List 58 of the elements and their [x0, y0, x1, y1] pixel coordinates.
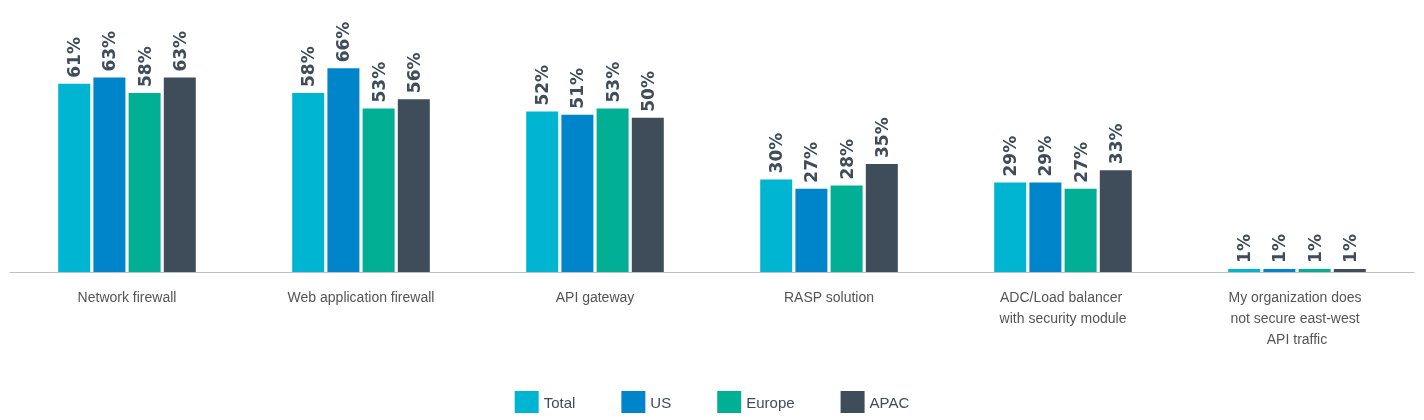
bar [397, 99, 430, 272]
data-label: 66% [333, 21, 354, 63]
bar [561, 114, 594, 272]
bar [1064, 188, 1097, 272]
data-label: 1% [1304, 234, 1325, 263]
data-label: 1% [1234, 234, 1255, 263]
data-label: 29% [1000, 135, 1021, 177]
legend-label: APAC [869, 393, 910, 411]
bar [1099, 170, 1132, 272]
x-tick-label: ADC/Load balancer with security module [998, 288, 1127, 326]
data-label: 35% [871, 117, 892, 158]
bar [631, 117, 664, 272]
data-label: 28% [836, 138, 857, 180]
data-label: 52% [532, 64, 553, 106]
data-label: 53% [368, 61, 389, 103]
bar [830, 185, 863, 272]
bar [1298, 268, 1331, 272]
bar [526, 111, 559, 272]
bar [1333, 268, 1366, 272]
bar [994, 182, 1027, 272]
legend-label: Europe [746, 393, 795, 411]
data-label: 29% [1035, 135, 1056, 177]
bar [163, 77, 196, 272]
bar [58, 83, 91, 272]
data-label: 1% [1339, 234, 1360, 263]
x-tick-label: API gateway [555, 288, 635, 305]
x-tick-label: RASP solution [783, 288, 875, 305]
data-label: 50% [637, 71, 658, 112]
legend-label: Total [543, 393, 576, 411]
data-label: 63% [99, 30, 120, 72]
data-label: 61% [64, 37, 85, 78]
bar [1029, 182, 1062, 272]
data-label: 27% [801, 141, 822, 183]
data-label: 51% [567, 67, 588, 109]
data-label: 33% [1105, 123, 1126, 165]
bar [1228, 268, 1261, 272]
data-label: 58% [134, 46, 155, 88]
bar [292, 93, 325, 272]
bar [1263, 268, 1296, 272]
legend-label: US [650, 393, 672, 411]
bar [128, 93, 161, 272]
data-label: 30% [766, 132, 787, 174]
bar [760, 179, 793, 272]
x-tick-label: Web application firewall [287, 288, 435, 305]
bar [596, 108, 629, 272]
x-tick-label: My organization does not secure east-west API traffic [1228, 288, 1366, 347]
bar [795, 188, 828, 272]
x-tick-label: Network firewall [77, 288, 177, 305]
bar [362, 108, 395, 272]
bar [865, 164, 898, 272]
data-label: 56% [403, 52, 424, 94]
data-label: 53% [602, 61, 623, 103]
data-label: 27% [1070, 141, 1091, 183]
bar [327, 68, 360, 272]
data-label: 1% [1269, 234, 1290, 263]
bar [93, 77, 126, 272]
data-label: 58% [298, 46, 319, 88]
data-label: 63% [169, 30, 190, 72]
